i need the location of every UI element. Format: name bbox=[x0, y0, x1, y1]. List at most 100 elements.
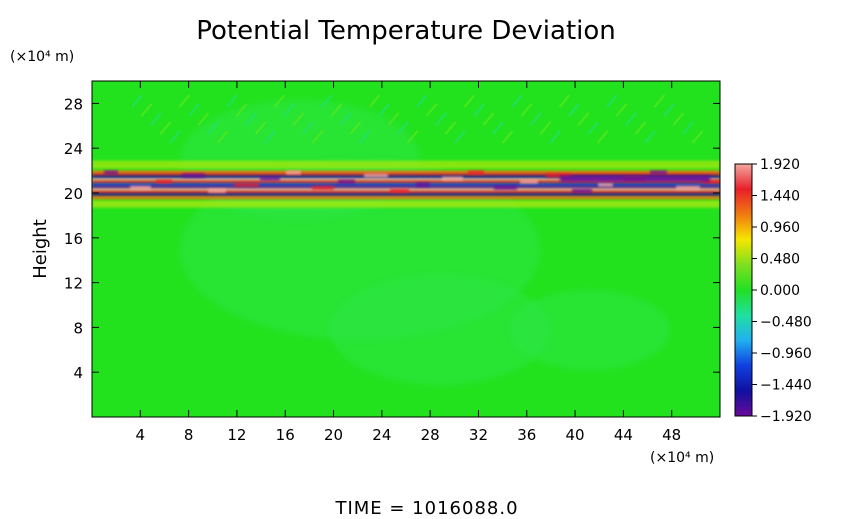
y-tick-label: 12 bbox=[64, 275, 83, 293]
plot-frame bbox=[91, 80, 721, 418]
colorbar: 1.920 1.440 0.960 0.480 0.000 −0.480 −0.960 −1.… bbox=[734, 157, 812, 425]
y-tick-label: 8 bbox=[73, 319, 83, 337]
wave-streak bbox=[558, 94, 571, 108]
band-layer bbox=[92, 196, 720, 200]
band-blob bbox=[702, 179, 720, 184]
wave-streak bbox=[188, 103, 200, 117]
x-tick-label: 16 bbox=[276, 426, 295, 444]
wave-streak bbox=[311, 130, 324, 144]
wave-streak bbox=[349, 121, 362, 135]
band-layer bbox=[92, 173, 720, 177]
band-layer bbox=[92, 170, 720, 174]
band-blob bbox=[182, 173, 205, 178]
wave-streak bbox=[511, 94, 523, 108]
band-halo-bottom bbox=[92, 200, 720, 208]
x-tick-label: 36 bbox=[517, 426, 536, 444]
wave-streak bbox=[435, 112, 447, 126]
band-blob bbox=[520, 179, 538, 184]
wave-streak bbox=[672, 112, 685, 126]
y-unit-label: (×10⁴ m) bbox=[10, 49, 74, 65]
wave-streak bbox=[245, 112, 257, 126]
x-tick-label: 12 bbox=[227, 426, 246, 444]
colorbar-tick-label: −0.480 bbox=[760, 315, 812, 331]
band-blob bbox=[156, 179, 172, 184]
y-axis-label: Height bbox=[30, 219, 51, 279]
wave-streak bbox=[397, 121, 409, 135]
wave-streak bbox=[283, 103, 295, 117]
wave-streak bbox=[549, 130, 561, 144]
wave-streak bbox=[330, 103, 343, 117]
wave-streak bbox=[473, 103, 485, 117]
wave-streak bbox=[682, 121, 694, 135]
band-blob bbox=[338, 179, 355, 184]
wave-streak bbox=[691, 130, 704, 144]
wave-streak bbox=[463, 94, 476, 108]
wave-streak bbox=[615, 103, 628, 117]
y-axis: 4 8 12 16 20 24 28 bbox=[64, 95, 720, 382]
wave-streak bbox=[501, 130, 514, 144]
x-tick-label: 8 bbox=[184, 426, 194, 444]
colorbar-tick-label: −0.960 bbox=[760, 346, 812, 362]
colorbar-tick-label: −1.920 bbox=[760, 409, 812, 425]
wave-streak bbox=[150, 112, 162, 126]
band-layer bbox=[92, 185, 720, 190]
y-tick-label: 28 bbox=[64, 95, 83, 113]
wave-streak bbox=[653, 94, 666, 108]
y-tick-label: 20 bbox=[64, 185, 83, 203]
wave-streak bbox=[292, 112, 305, 126]
band-blob bbox=[260, 176, 280, 181]
plot-area bbox=[92, 81, 720, 417]
band-blob bbox=[572, 188, 592, 193]
chart-title: Potential Temperature Deviation bbox=[196, 16, 616, 46]
wave-streak bbox=[520, 103, 533, 117]
wave-streak bbox=[577, 112, 590, 126]
band-blob bbox=[650, 170, 667, 175]
wave-streak bbox=[454, 130, 466, 144]
band-layer bbox=[92, 193, 720, 197]
band-blob bbox=[234, 182, 259, 187]
band-blob-purple bbox=[560, 175, 710, 183]
wave-streak bbox=[359, 130, 371, 144]
wave-streak bbox=[625, 112, 637, 126]
wave-streak bbox=[530, 112, 542, 126]
wave-streak bbox=[197, 112, 210, 126]
band-halo-top bbox=[92, 160, 720, 169]
band-blob bbox=[676, 185, 700, 190]
wave-streak bbox=[169, 130, 181, 144]
wave-streak bbox=[178, 94, 191, 108]
x-tick-label: 32 bbox=[469, 426, 488, 444]
wave-streak bbox=[606, 94, 618, 108]
band-blob bbox=[546, 173, 571, 178]
wave-streak bbox=[378, 103, 390, 117]
wave-streak bbox=[235, 103, 248, 117]
x-tick-label: 24 bbox=[372, 426, 391, 444]
band-layer bbox=[92, 178, 720, 182]
wave-streak bbox=[159, 121, 172, 135]
wave-streak bbox=[482, 112, 495, 126]
colorbar-tick-label: 1.920 bbox=[760, 157, 800, 173]
wave-streak bbox=[568, 103, 580, 117]
y-tick-label: 16 bbox=[64, 230, 83, 248]
wave-streak bbox=[634, 121, 647, 135]
band-blob bbox=[104, 170, 118, 175]
wave-streak bbox=[416, 94, 428, 108]
wave-streak bbox=[226, 94, 238, 108]
band-blob bbox=[364, 173, 388, 178]
band-blob bbox=[598, 182, 613, 187]
x-tick-label: 20 bbox=[324, 426, 343, 444]
band-blob bbox=[468, 170, 484, 175]
colorbar-tick-label: 1.440 bbox=[760, 189, 800, 205]
colorbar-gradient bbox=[735, 164, 752, 416]
wave-streak bbox=[368, 94, 381, 108]
band-layer bbox=[92, 175, 720, 179]
band-blob bbox=[390, 188, 409, 193]
band-blob bbox=[130, 185, 151, 190]
band-layer bbox=[92, 183, 720, 187]
y-tick-label: 24 bbox=[64, 140, 83, 158]
wave-streak bbox=[264, 130, 276, 144]
y-tick-label: 4 bbox=[73, 364, 83, 382]
wave-streak bbox=[387, 112, 400, 126]
field-patch bbox=[510, 290, 670, 370]
wave-streak bbox=[492, 121, 504, 135]
band-layer bbox=[92, 180, 720, 184]
